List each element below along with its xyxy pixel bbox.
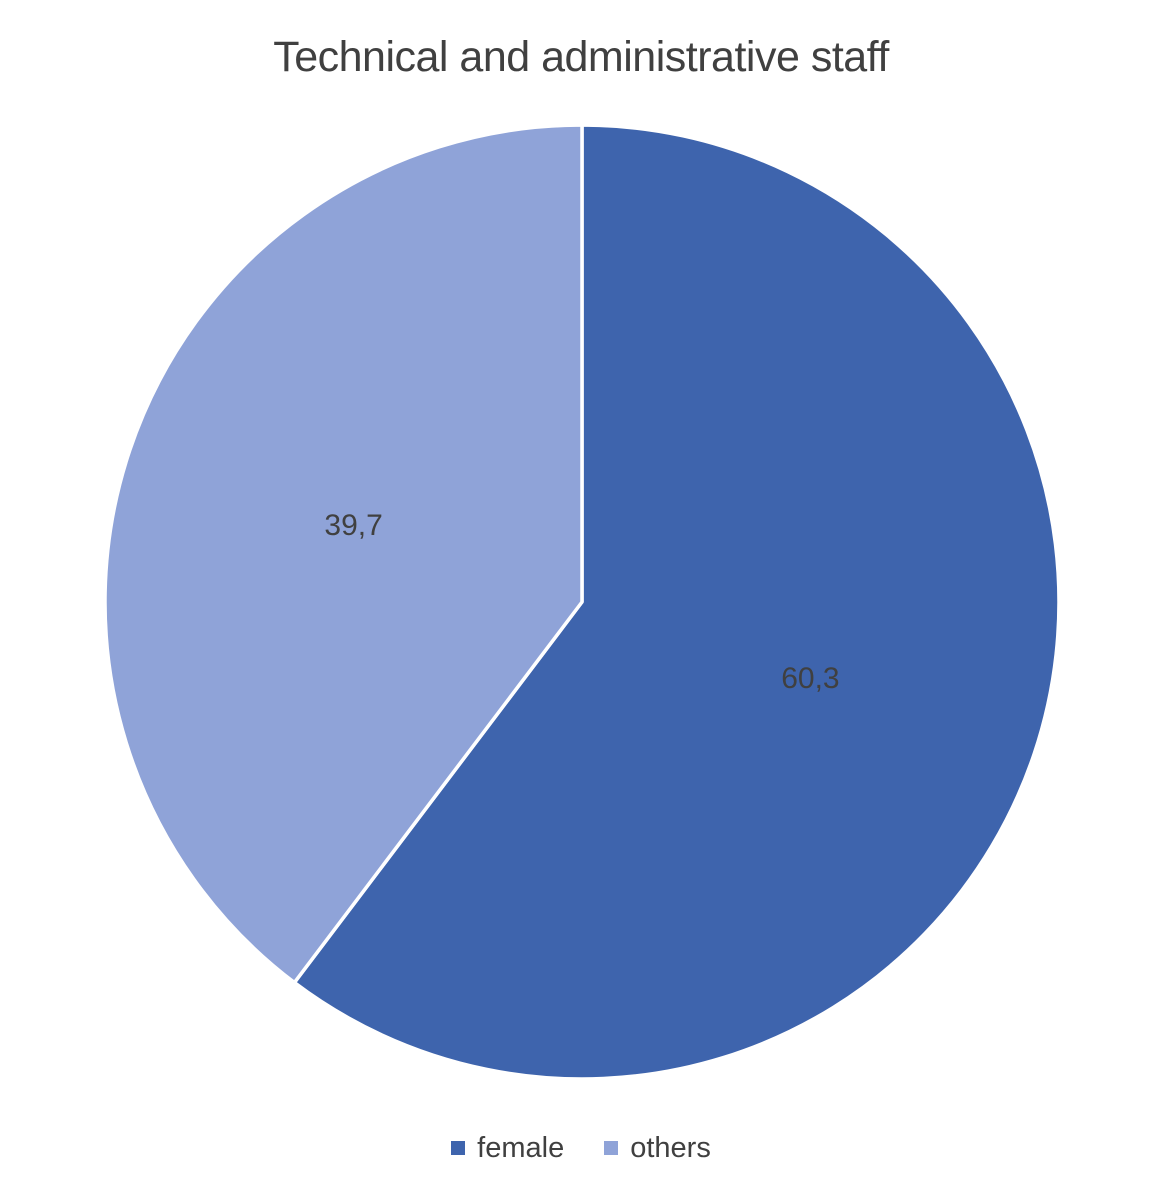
- legend-item-others: others: [604, 1131, 711, 1164]
- legend-label-others: others: [630, 1131, 711, 1164]
- legend-swatch-female: [451, 1141, 466, 1155]
- legend-item-female: female: [451, 1131, 565, 1164]
- data-label-female: 60,3: [781, 662, 839, 695]
- legend: female others: [0, 1128, 1162, 1168]
- legend-swatch-others: [604, 1141, 619, 1155]
- legend-label-female: female: [477, 1131, 565, 1164]
- pie-slice-female: [292, 123, 1061, 1081]
- chart-title: Technical and administrative staff: [273, 33, 889, 81]
- pie-slice-others: [103, 123, 584, 985]
- data-label-others: 39,7: [324, 509, 382, 542]
